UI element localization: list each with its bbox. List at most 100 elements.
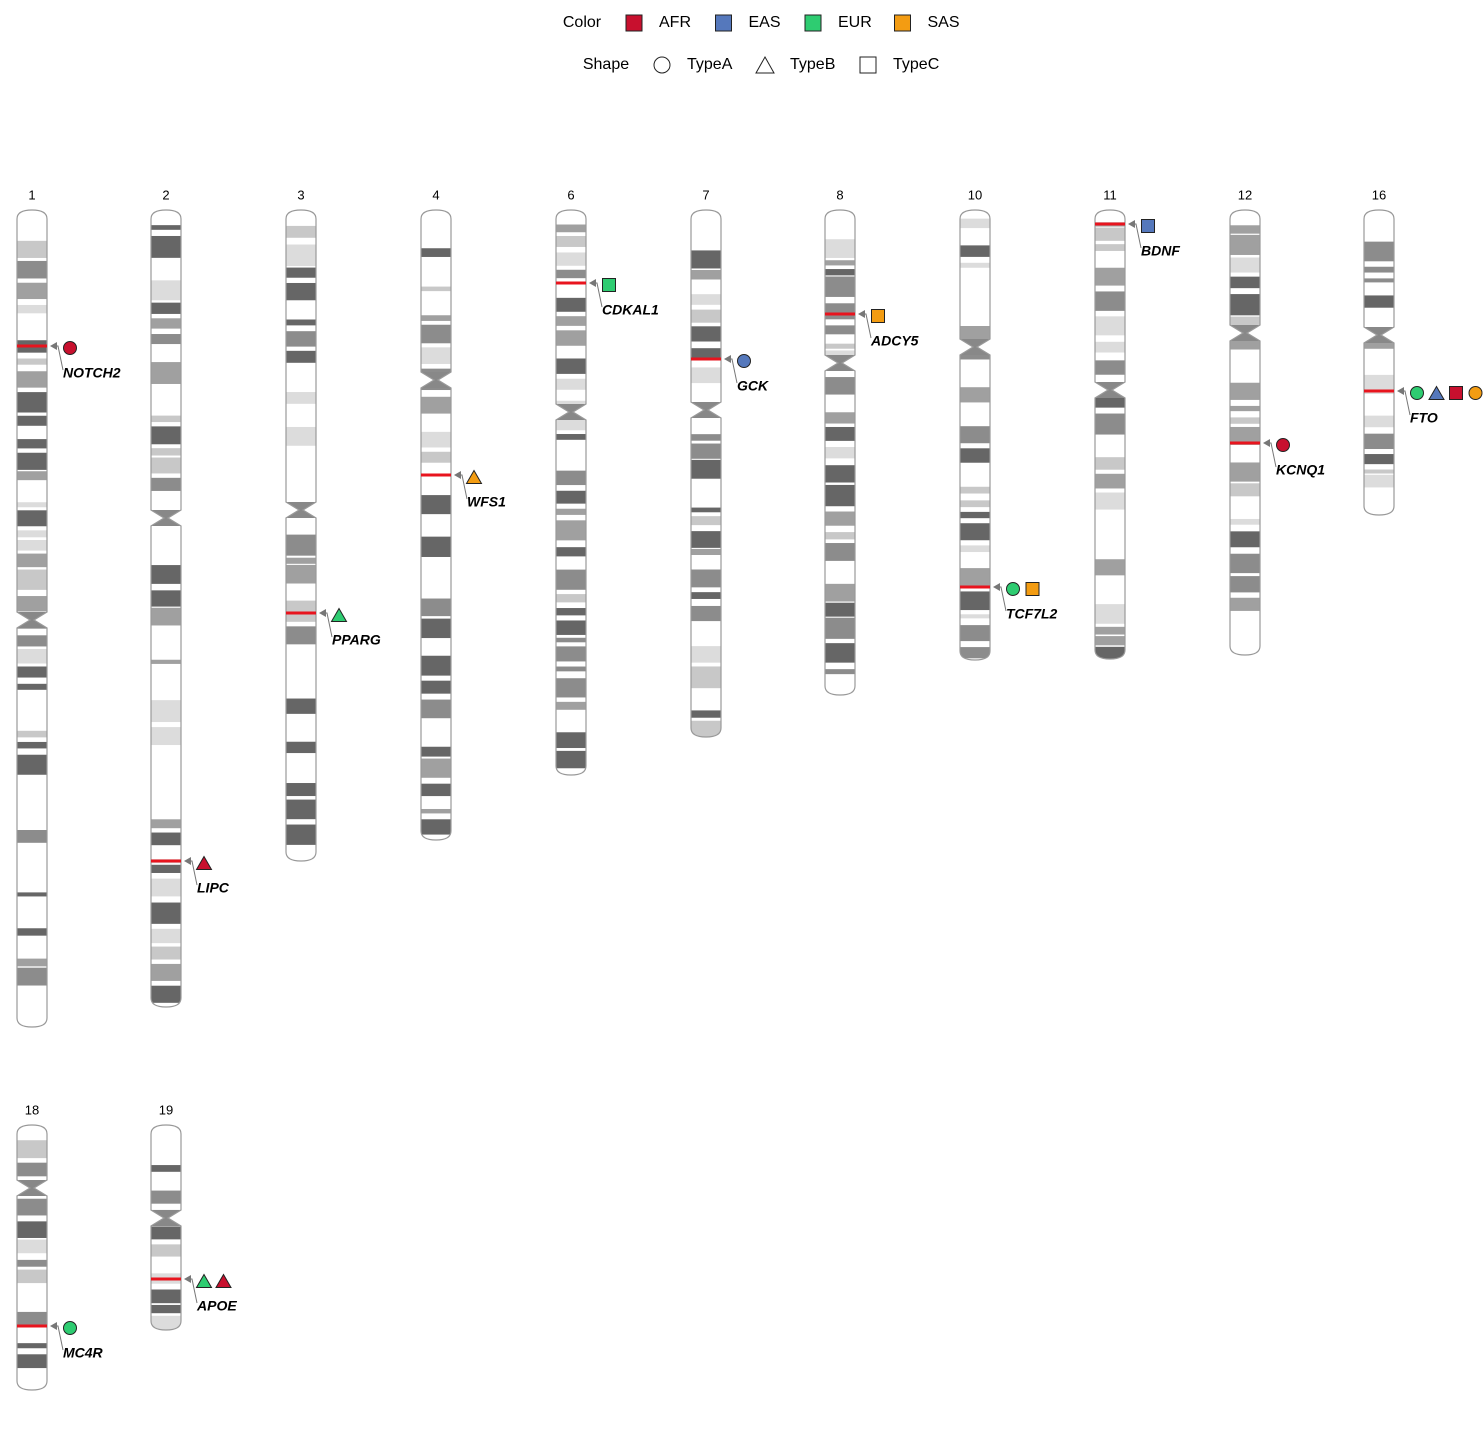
leader <box>862 313 872 339</box>
band <box>17 830 47 843</box>
chromosome-outline <box>959 209 991 661</box>
band <box>17 569 47 590</box>
gene-label: KCNQ1 <box>1276 462 1325 478</box>
band <box>825 643 855 663</box>
band <box>1230 501 1260 518</box>
band <box>151 334 181 345</box>
band <box>1230 382 1260 400</box>
band <box>960 448 990 463</box>
chromosome <box>1364 210 1394 515</box>
band <box>17 553 47 568</box>
band <box>286 600 316 622</box>
band <box>286 282 316 301</box>
band <box>1230 234 1260 255</box>
band <box>1364 454 1394 465</box>
leader <box>593 282 603 308</box>
band <box>17 452 47 470</box>
band <box>421 451 451 463</box>
band <box>17 901 47 922</box>
band <box>17 1269 47 1284</box>
band <box>1364 415 1394 428</box>
band <box>691 294 721 305</box>
band <box>151 630 181 651</box>
band <box>286 824 316 845</box>
band <box>17 928 47 936</box>
band <box>960 486 990 494</box>
band <box>1364 474 1394 488</box>
band <box>691 623 721 644</box>
band <box>17 1005 47 1026</box>
band <box>286 267 316 278</box>
band <box>691 367 721 384</box>
band <box>1364 241 1394 262</box>
band <box>691 459 721 479</box>
band <box>556 701 586 710</box>
band <box>1364 400 1394 410</box>
band <box>960 647 990 659</box>
leader <box>458 474 468 500</box>
legend-shape <box>755 55 775 74</box>
band <box>151 1175 181 1189</box>
band <box>1364 340 1394 349</box>
band <box>691 646 721 663</box>
chromosome-number: 12 <box>1238 187 1252 202</box>
band <box>151 1315 181 1330</box>
band <box>556 714 586 727</box>
band <box>17 845 47 866</box>
band <box>421 802 451 807</box>
chromosome-outline <box>690 209 722 738</box>
band <box>691 692 721 709</box>
band <box>691 326 721 342</box>
band <box>421 431 451 448</box>
band <box>556 594 586 603</box>
band <box>1364 469 1394 474</box>
band <box>421 495 451 515</box>
marker <box>1468 386 1483 400</box>
band <box>825 566 855 582</box>
gene-label: PPARG <box>332 632 381 648</box>
gene-label: BDNF <box>1141 243 1180 259</box>
band <box>17 940 47 957</box>
band <box>421 584 451 597</box>
gene-label: APOE <box>196 1298 237 1314</box>
legend-swatch <box>804 14 822 32</box>
band <box>556 316 586 326</box>
band <box>151 590 181 607</box>
chromosome-outline <box>150 209 182 1008</box>
band <box>1230 616 1260 631</box>
pointer <box>589 279 596 287</box>
band <box>825 377 855 395</box>
band <box>421 640 451 654</box>
band <box>1364 312 1394 328</box>
band <box>556 678 586 698</box>
marker <box>1276 438 1290 452</box>
band <box>825 677 855 694</box>
band <box>556 547 586 557</box>
band <box>556 235 586 247</box>
band <box>421 419 451 427</box>
gene-label: MC4R <box>63 1345 104 1361</box>
band <box>286 665 316 681</box>
band <box>1095 341 1125 353</box>
band <box>825 532 855 540</box>
band <box>286 649 316 665</box>
band <box>151 318 181 329</box>
chromosome-outline <box>1094 209 1126 660</box>
gene-label: LIPC <box>197 880 230 896</box>
band <box>151 457 181 474</box>
band <box>151 846 181 859</box>
band <box>1230 637 1260 655</box>
band <box>691 415 721 432</box>
pointer <box>858 310 865 318</box>
band <box>960 289 990 301</box>
band <box>1364 492 1394 506</box>
band <box>151 607 181 626</box>
band <box>1230 294 1260 316</box>
pointer <box>454 471 461 479</box>
band <box>17 596 47 612</box>
band <box>286 557 316 564</box>
band <box>286 847 316 861</box>
band <box>151 985 181 1003</box>
band <box>151 448 181 456</box>
band <box>691 531 721 548</box>
